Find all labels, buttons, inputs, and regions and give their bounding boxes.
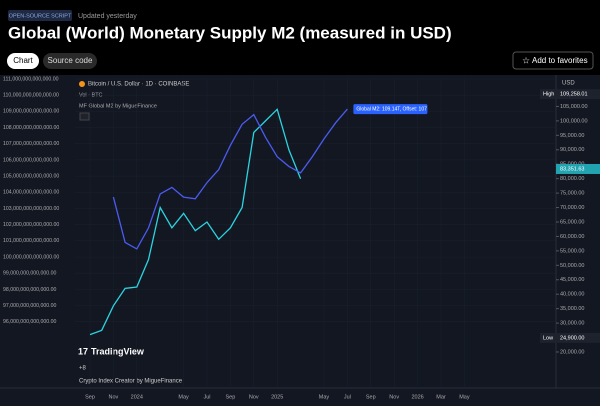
y2-tick-label: 80,000.00 xyxy=(560,176,584,182)
low-label: 24,900.00 xyxy=(560,335,584,341)
y2-tick-label: 95,000.00 xyxy=(560,133,584,139)
x-tick-label: May xyxy=(319,394,330,400)
y2-tick-label: 45,000.00 xyxy=(560,277,584,283)
y2-tick-label: 60,000.00 xyxy=(560,234,584,240)
badge xyxy=(8,10,72,21)
y2-tick-label: 35,000.00 xyxy=(560,306,584,312)
x-tick-label: Nov xyxy=(389,394,399,400)
y-tick-label: 104,000,000,000,000.00 xyxy=(3,190,59,196)
star[interactable]: ☆ xyxy=(522,55,530,65)
series-line xyxy=(112,108,348,250)
y-tick-label: 105,000,000,000,000.00 xyxy=(3,173,59,179)
tab-source-label[interactable]: Source code xyxy=(48,56,93,65)
y-tick-label: 109,000,000,000,000.00 xyxy=(3,109,59,115)
y2-unit: USD xyxy=(562,81,575,87)
last-label: 83,351.63 xyxy=(560,166,584,172)
y2-tick-label: 105,000.00 xyxy=(560,104,588,110)
y2-tick-label: 70,000.00 xyxy=(560,205,584,211)
badge-text: OPEN-SOURCE SCRIPT xyxy=(9,13,72,19)
x-tick-label: Jul xyxy=(203,394,210,400)
footer-indicator: Crypto Index Creator by MigueFinance xyxy=(79,379,183,385)
y-tick-label: 97,000,000,000,000.00 xyxy=(3,303,56,309)
chart-panel xyxy=(0,75,600,406)
y-tick-label: 103,000,000,000,000.00 xyxy=(3,206,59,212)
x-tick-label: 2025 xyxy=(271,394,283,400)
last-box xyxy=(556,163,600,174)
x-tick-label: May xyxy=(459,394,470,400)
y2-tick-label: 75,000.00 xyxy=(560,191,584,197)
tab-chart[interactable] xyxy=(7,53,39,69)
collapse-button[interactable] xyxy=(79,112,90,121)
y-tick-label: 101,000,000,000,000.00 xyxy=(3,238,59,244)
tv-logo-mark: 17 xyxy=(78,346,88,356)
x-tick-label: Nov xyxy=(249,394,259,400)
x-tick-label: Sep xyxy=(366,394,376,400)
legend-m2: MF Global M2 by MigueFinance xyxy=(79,103,157,109)
x-tick-label: Sep xyxy=(85,394,95,400)
y-tick-label: 110,000,000,000,000.00 xyxy=(3,93,59,99)
y-tick-label: 108,000,000,000,000.00 xyxy=(3,125,59,131)
high-box xyxy=(540,89,600,100)
y-tick-label: 106,000,000,000,000.00 xyxy=(3,157,59,163)
tv-logo: TradingView xyxy=(91,346,145,356)
tab-source[interactable] xyxy=(43,53,97,69)
series-line xyxy=(89,108,302,336)
y2-tick-label: 50,000.00 xyxy=(560,263,584,269)
btc-icon xyxy=(79,81,85,87)
annotation-box xyxy=(353,104,428,115)
x-tick-label: Jul xyxy=(344,394,351,400)
footer-plus: +8 xyxy=(79,366,87,372)
x-tick-label: May xyxy=(178,394,189,400)
y-tick-label: 99,000,000,000,000.00 xyxy=(3,271,56,277)
tab-chart-label[interactable]: Chart xyxy=(13,56,33,65)
legend-vol: Vol · BTC xyxy=(79,92,103,98)
legend-main: Bitcoin / U.S. Dollar · 1D · COINBASE xyxy=(88,82,189,88)
y2-tick-label: 30,000.00 xyxy=(560,321,584,327)
y2-tick-label: 20,000.00 xyxy=(560,349,584,355)
y2-tick-label: 100,000.00 xyxy=(560,118,588,124)
high-label: 109,258.01 xyxy=(560,92,588,98)
y-tick-label: 107,000,000,000,000.00 xyxy=(3,141,59,147)
x-tick-label: 2026 xyxy=(411,394,423,400)
x-tick-label: Mar xyxy=(436,394,446,400)
high-name: High xyxy=(543,92,554,98)
y2-tick-label: 65,000.00 xyxy=(560,219,584,225)
y-tick-label: 100,000,000,000,000.00 xyxy=(3,254,59,260)
y-tick-label: 98,000,000,000,000.00 xyxy=(3,287,56,293)
y-tick-label: 102,000,000,000,000.00 xyxy=(3,222,59,228)
low-name: Low xyxy=(543,335,553,341)
y2-tick-label: 55,000.00 xyxy=(560,248,584,254)
low-box xyxy=(540,332,600,343)
x-tick-label: Sep xyxy=(226,394,236,400)
y-tick-label: 111,000,000,000,000.00 xyxy=(3,76,59,82)
title: Global (World) Monetary Supply M2 (measu… xyxy=(8,23,452,42)
y2-tick-label: 40,000.00 xyxy=(560,292,584,298)
annotation: Global M2: 109.14T, Offset: 107 xyxy=(356,106,427,112)
y2-tick-label: 90,000.00 xyxy=(560,147,584,153)
favorites-button[interactable] xyxy=(512,51,594,70)
x-tick-label: Nov xyxy=(109,394,119,400)
x-tick-label: 2024 xyxy=(131,394,143,400)
updated: Updated yesterday xyxy=(78,13,137,20)
y-tick-label: 96,000,000,000,000.00 xyxy=(3,319,56,325)
favorites-label[interactable]: Add to favorites xyxy=(532,56,588,65)
